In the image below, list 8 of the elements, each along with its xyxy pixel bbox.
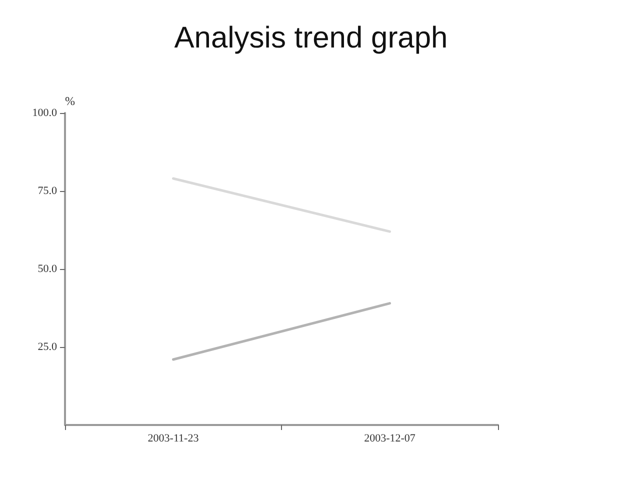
y-tick-label: 75.0: [38, 185, 58, 197]
y-axis-title: %: [65, 94, 75, 108]
x-tick-label: 2003-11-23: [148, 432, 200, 444]
chart-title: Analysis trend graph: [174, 22, 448, 54]
x-tick-label: 2003-12-07: [364, 432, 416, 444]
y-tick-label: 50.0: [38, 263, 58, 275]
y-tick-label: 25.0: [38, 341, 58, 353]
y-tick-label: 100.0: [32, 107, 58, 119]
